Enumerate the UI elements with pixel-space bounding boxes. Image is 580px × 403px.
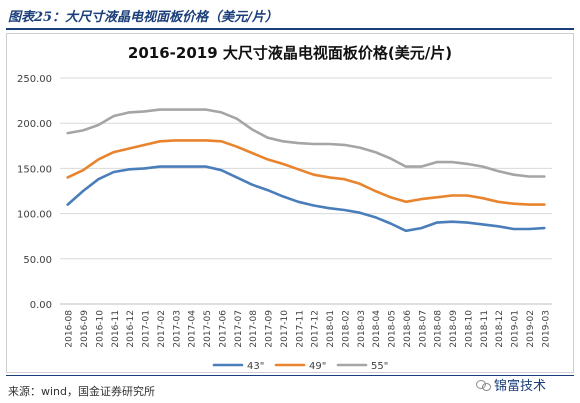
- series-line-2: [66, 139, 546, 206]
- footer-rule: [6, 375, 574, 376]
- x-tick-label: 2017-07: [234, 310, 244, 348]
- x-tick-label: 2018-03: [357, 310, 367, 348]
- x-tick-label: 2018-09: [449, 310, 459, 348]
- x-tick-label: 2017-12: [311, 310, 321, 348]
- x-tick-label: 2018-02: [341, 310, 351, 348]
- legend-label-2: 49": [309, 361, 326, 372]
- x-tick-label: 2017-11: [295, 310, 305, 348]
- x-tick-label: 2017-01: [142, 310, 152, 348]
- x-tick-label: 2018-05: [388, 310, 398, 348]
- x-tick-label: 2019-03: [541, 310, 551, 348]
- figure-caption: 图表25：大尺寸液晶电视面板价格（美元/片）: [8, 10, 278, 25]
- x-tick-label: 2018-12: [495, 310, 505, 348]
- x-tick-label: 2018-07: [418, 310, 428, 348]
- y-tick-label: 100.00: [17, 210, 52, 221]
- chart-title: 2016-2019 大尺寸液晶电视面板价格(美元/片): [128, 44, 452, 62]
- y-tick-label: 200.00: [17, 119, 52, 130]
- series-line-1: [66, 165, 546, 233]
- x-tick-label: 2017-04: [188, 310, 198, 348]
- x-tick-label: 2018-04: [372, 310, 382, 348]
- x-tick-label: 2016-12: [126, 310, 136, 348]
- y-tick-label: 250.00: [17, 74, 52, 85]
- y-tick-label: 150.00: [17, 164, 52, 175]
- legend-label-3: 55": [371, 361, 388, 372]
- x-tick-label: 2017-10: [280, 310, 290, 348]
- x-tick-label: 2017-02: [157, 310, 167, 348]
- x-tick-label: 2017-08: [249, 310, 259, 348]
- y-tick-label: 50.00: [23, 255, 52, 266]
- series-line-3: [66, 108, 546, 178]
- x-tick-label: 2017-09: [265, 310, 275, 348]
- watermark: 锦富技术: [476, 375, 546, 394]
- x-tick-label: 2016-09: [80, 310, 90, 348]
- x-tick-label: 2018-11: [480, 310, 490, 348]
- x-tick-label: 2018-01: [326, 310, 336, 348]
- x-tick-label: 2018-06: [403, 310, 413, 348]
- x-tick-label: 2018-10: [464, 310, 474, 348]
- x-tick-label: 2016-08: [65, 310, 75, 348]
- x-tick-label: 2017-06: [218, 310, 228, 348]
- x-tick-label: 2019-02: [526, 310, 536, 348]
- x-tick-label: 2016-10: [95, 310, 105, 348]
- source-note: 来源：wind，国金证券研究所: [8, 385, 156, 398]
- wechat-icon: [476, 379, 491, 391]
- x-tick-label: 2018-08: [434, 310, 444, 348]
- watermark-text: 锦富技术: [494, 379, 547, 394]
- x-tick-label: 2017-05: [203, 310, 213, 348]
- x-tick-label: 2016-11: [111, 310, 121, 348]
- caption-rule: [6, 28, 574, 30]
- chart-frame: [6, 33, 574, 373]
- x-tick-label: 2019-01: [511, 310, 521, 348]
- y-tick-label: 0.00: [30, 300, 52, 311]
- legend-label-1: 43": [247, 361, 264, 372]
- x-tick-label: 2017-03: [172, 310, 182, 348]
